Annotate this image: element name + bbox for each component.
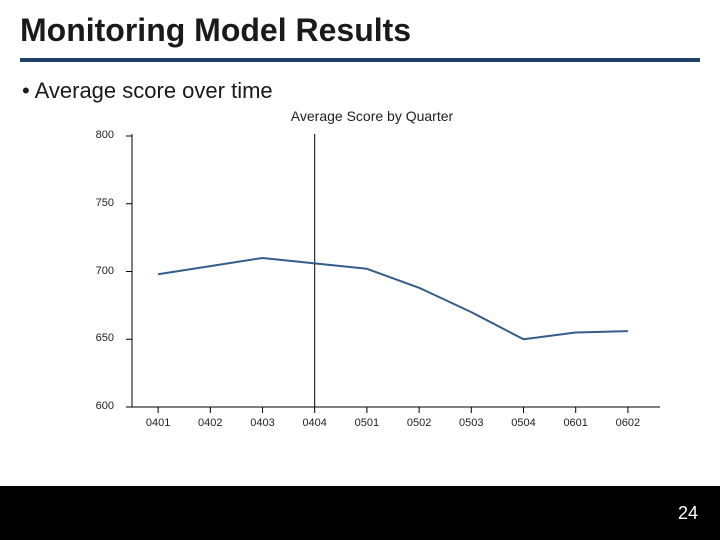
y-tick-label: 750 [74,197,114,209]
page-number: 24 [678,503,698,524]
x-tick-label: 0503 [451,417,491,429]
slide: Monitoring Model Results Average score o… [0,0,720,540]
chart-container: Average Score by Quarter 600 650 700 750 800… [72,108,672,460]
x-tick-label: 0403 [243,417,283,429]
footer-bar: 24 [0,486,720,540]
x-tick-label: 0502 [399,417,439,429]
slide-title: Monitoring Model Results [20,12,411,49]
title-underline [20,58,700,62]
y-tick-label: 700 [74,265,114,277]
x-tick-label: 0504 [504,417,544,429]
y-tick-label: 800 [74,129,114,141]
x-tick-label: 0602 [608,417,648,429]
chart-plot [122,130,662,425]
x-tick-label: 0401 [138,417,178,429]
x-tick-label: 0601 [556,417,596,429]
bullet-item: Average score over time [22,78,273,104]
x-tick-label: 0404 [295,417,335,429]
chart-svg [122,130,662,425]
x-tick-label: 0501 [347,417,387,429]
y-tick-label: 650 [74,332,114,344]
y-tick-label: 600 [74,400,114,412]
chart-title: Average Score by Quarter [72,108,672,124]
x-tick-label: 0402 [190,417,230,429]
